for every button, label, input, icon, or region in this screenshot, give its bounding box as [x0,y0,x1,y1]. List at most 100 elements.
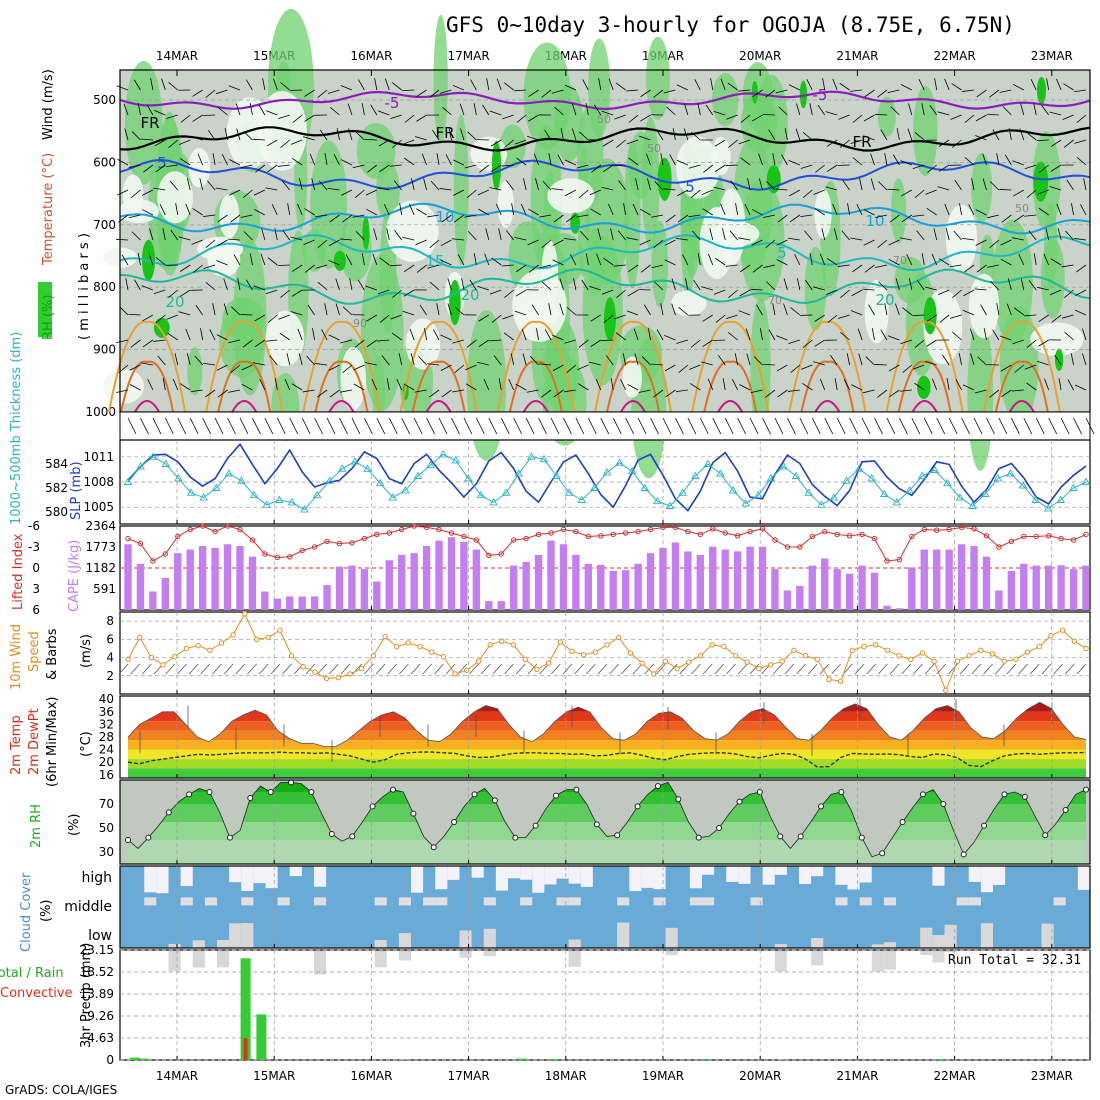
wind10m-barb [983,663,993,675]
wind-barb [839,82,850,91]
wind-barb [528,89,539,97]
wind-axis-label: Wind (m/s) [41,69,56,140]
wind-barb [442,106,452,116]
lifted-index-point [697,531,704,538]
wind-barb [850,89,863,92]
pressure-tick-label: 800 [93,280,116,294]
wind-barb [996,153,1000,166]
bottom-date-label: 21MAR [836,1069,878,1083]
rh-dry-shade [676,136,720,199]
lifted-index-point [175,533,181,540]
thickness-point [779,462,788,470]
rh-moist-core [153,317,170,338]
wind-barb [154,110,166,116]
thickness-point [905,486,914,494]
wind10m-barb [726,663,736,675]
wind-barb [552,364,564,372]
wind-barb [970,353,975,366]
wind-barb [207,129,216,141]
wind-barb [653,89,664,98]
wind-barb [216,260,228,266]
wind-barb [142,339,154,348]
wind-barb [216,364,228,371]
wind-barb [503,82,514,91]
thickness-point [804,488,813,496]
wind-barb [1026,382,1037,391]
wind-barb [912,364,925,370]
rh2m-point [960,851,967,858]
wind-barb [486,78,490,91]
wind-barb [510,353,515,366]
isotherm-label: 5 [685,178,695,196]
wind10m-point [615,634,622,641]
wind10m-point [1071,638,1078,644]
clear-middle-cell [204,897,217,906]
wind-barb [838,114,850,120]
cape-bar [895,608,904,610]
wind-barb [1011,389,1024,392]
wind-barb [203,362,216,366]
isotherm-35-line [328,400,355,413]
clear-middle-cell [859,897,872,906]
precip-bar [130,1057,140,1060]
wind-barb [328,259,340,266]
wind10m-point [323,675,330,682]
wind10m-barb [340,663,351,675]
thickness-point [363,464,372,472]
wind-barb [806,79,813,91]
rh2m-point [288,779,295,786]
wind-barb [162,378,166,391]
rh2m-point [573,786,580,793]
wind-barb [744,203,751,216]
wind10m-barb [1029,663,1040,675]
wind-barb [892,154,900,166]
wind-barb [340,389,353,393]
wind-barb [168,139,179,148]
wind-barb [1076,156,1087,166]
li-tick-label: 3 [32,582,40,596]
wind-barb [578,339,589,348]
rh-dry-shade [188,147,211,188]
lifted-index-point [262,551,268,557]
wind10m-point [919,650,926,656]
wind-barb [752,264,763,273]
wind-barb [740,264,751,273]
wind-barb [951,139,962,148]
wind10m-barb [959,663,970,675]
wind-barb [340,339,353,344]
precip-bar [137,1058,148,1060]
isotherm-25-line [788,320,867,413]
wind10m-point [288,653,295,659]
wind-barb [753,356,763,366]
cape-bar [659,547,667,610]
cloud-cover-axis-unit: (%) [39,900,54,923]
wind-barb [963,384,975,391]
wind-barb [962,139,975,144]
wind-barb [1030,79,1037,91]
precip-bar [548,1059,559,1060]
cape-bar [883,605,891,610]
wind-barb [1049,289,1062,296]
cape-bar [945,549,953,610]
lifted-index-point [162,551,169,557]
wind-barb [697,253,701,266]
surface-wind-barb [575,417,585,435]
wind-barb [934,78,938,91]
wind10m-barb [702,663,713,675]
wind-barb [128,164,141,168]
wind-barb [1066,179,1074,191]
cape-bar [733,551,742,610]
wind10m-barb [924,663,935,675]
wind10m-barb [492,663,503,675]
surface-wind-barb [849,417,858,435]
wind-barb [427,363,440,366]
wind10m-barb [480,663,491,675]
wind-barb [266,139,278,147]
wind-barb [833,228,838,241]
surface-wind-barb [811,417,821,435]
wind-barb [404,157,415,166]
rh2m-axis-unit: (%) [67,814,82,837]
rh-shade [890,178,907,244]
surface-wind-barb [339,417,348,435]
